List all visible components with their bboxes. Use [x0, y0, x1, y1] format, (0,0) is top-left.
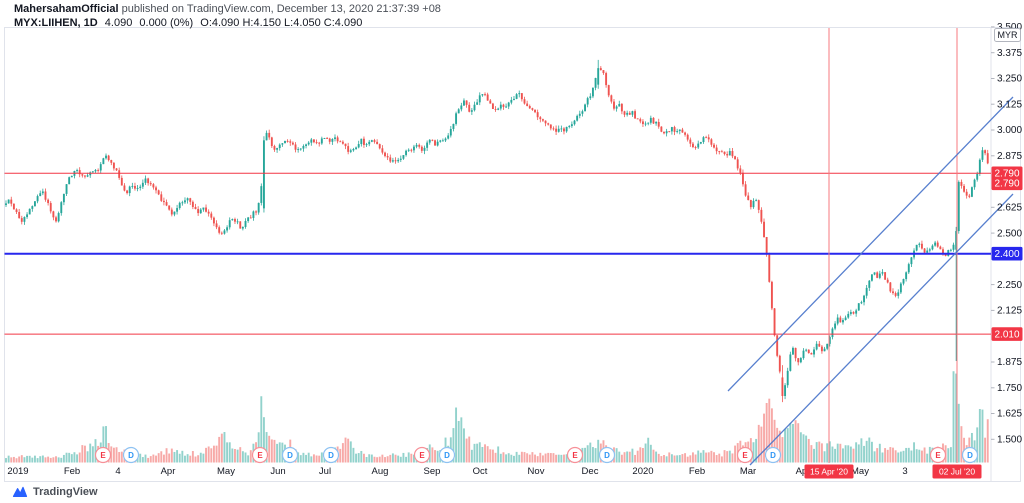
dividend-marker[interactable]: D [438, 446, 456, 464]
price-tick-3.500: 3.500 [997, 22, 1022, 33]
time-tick-Apr: Apr [796, 466, 811, 477]
earnings-marker[interactable]: E [413, 446, 431, 464]
svg-text:E: E [742, 451, 748, 460]
earnings-marker[interactable]: E [94, 446, 112, 464]
earnings-marker[interactable]: E [566, 446, 584, 464]
svg-text:E: E [935, 451, 941, 460]
time-tick-2020: 2020 [632, 466, 653, 477]
svg-text:E: E [572, 451, 578, 460]
volume-bars [5, 371, 989, 463]
dividend-marker[interactable]: D [281, 446, 299, 464]
time-tick-Apr: Apr [161, 466, 176, 477]
footer: TradingView [12, 485, 98, 499]
time-tick-Feb: Feb [64, 466, 80, 477]
symbol-label: MYX:LIIHEN, 1D [14, 17, 98, 29]
svg-text:D: D [128, 451, 134, 460]
svg-text:15 Apr '20: 15 Apr '20 [810, 467, 848, 477]
price-tick-1.500: 1.500 [997, 435, 1022, 446]
svg-text:E: E [257, 451, 263, 460]
currency-badge[interactable]: MYR [994, 28, 1021, 42]
dividend-marker[interactable]: D [961, 446, 979, 464]
price-tick-2.500: 2.500 [997, 228, 1022, 239]
time-tick-4: 4 [115, 466, 120, 477]
event-date-badge: 15 Apr '20 [804, 464, 854, 479]
price-tick-1.750: 1.750 [997, 383, 1022, 394]
time-tick-Mar: Mar [740, 466, 756, 477]
price-tick-1.875: 1.875 [997, 357, 1022, 368]
time-tick-Feb: Feb [689, 466, 705, 477]
price-tick-2.250: 2.250 [997, 280, 1022, 291]
brand-text: TradingView [33, 486, 98, 498]
ohlc-values: O:4.090 H:4.150 L:4.050 C:4.090 [200, 17, 363, 29]
price-tick-1.625: 1.625 [997, 409, 1022, 420]
dividend-marker[interactable]: D [322, 446, 340, 464]
price-label-2.790: 2.790 [991, 176, 1023, 191]
parallel-channel[interactable] [727, 96, 1014, 466]
svg-text:E: E [100, 451, 106, 460]
publish-text: published on TradingView.com, December 1… [118, 3, 441, 15]
svg-text:02 Jul '20: 02 Jul '20 [939, 467, 975, 477]
svg-text:D: D [287, 451, 293, 460]
time-tick-Dec: Dec [582, 466, 599, 477]
svg-text:2.790: 2.790 [994, 169, 1019, 180]
svg-text:2.010: 2.010 [994, 330, 1019, 341]
dividend-marker[interactable]: D [764, 446, 782, 464]
svg-text:D: D [967, 451, 973, 460]
author-name: MahersahamOfficial [14, 3, 119, 15]
svg-text:D: D [444, 451, 450, 460]
candlesticks [5, 59, 989, 403]
price-label-2.010: 2.010 [991, 327, 1023, 341]
price-axis: 3.500 3.375 3.250 3.125 3.000 2.875 2.625 2.500… [991, 22, 1022, 446]
time-tick-Jun: Jun [270, 466, 285, 477]
svg-text:2.400: 2.400 [994, 249, 1019, 260]
dividend-marker[interactable]: D [598, 446, 616, 464]
price-tick-2.875: 2.875 [997, 151, 1022, 162]
earnings-marker[interactable]: E [251, 446, 269, 464]
price-tick-3.250: 3.250 [997, 74, 1022, 85]
event-date-badge: 02 Jul '20 [932, 464, 982, 479]
time-tick-2019: 2019 [7, 466, 28, 477]
publish-info: MahersahamOfficial published on TradingV… [14, 3, 441, 16]
price-tick-3.375: 3.375 [997, 48, 1022, 59]
time-tick-Jul: Jul [319, 466, 331, 477]
price-tick-2.125: 2.125 [997, 306, 1022, 317]
event-markers: E E E E E ED D D D D D D [94, 446, 979, 464]
time-tick-3: 3 [902, 466, 907, 477]
time-tick-Aug: Aug [372, 466, 389, 477]
channel-upper-line[interactable] [727, 96, 1014, 392]
dividend-marker[interactable]: D [122, 446, 140, 464]
symbol-info: MYX:LIIHEN, 1D 4.090 0.000 (0%) O:4.090 … [14, 17, 441, 30]
time-tick-Nov: Nov [528, 466, 545, 477]
last-price: 4.090 [104, 17, 133, 29]
price-tick-2.625: 2.625 [997, 203, 1022, 214]
price-tick-3.000: 3.000 [997, 125, 1022, 136]
time-tick-May: May [217, 466, 235, 477]
time-tick-Oct: Oct [473, 466, 488, 477]
chart-header: MahersahamOfficial published on TradingV… [14, 3, 441, 30]
earnings-marker[interactable]: E [929, 446, 947, 464]
time-tick-May: May [851, 466, 869, 477]
svg-text:D: D [770, 451, 776, 460]
svg-text:2.790: 2.790 [994, 179, 1019, 190]
time-axis: 2019 Feb 4 Apr May Jun Jul Aug Sep Oct Nov Dec 2020 F… [7, 466, 907, 477]
svg-text:D: D [604, 451, 610, 460]
earnings-marker[interactable]: E [736, 446, 754, 464]
svg-text:E: E [419, 451, 425, 460]
price-change: 0.000 (0%) [139, 17, 194, 29]
price-tick-3.125: 3.125 [997, 99, 1022, 110]
svg-text:D: D [328, 451, 334, 460]
tradingview-logo-icon [12, 486, 28, 497]
time-tick-Sep: Sep [424, 466, 441, 477]
price-label-2.400: 2.400 [991, 246, 1023, 261]
channel-lower-line[interactable] [749, 193, 1014, 466]
currency-label: MYR [998, 30, 1019, 40]
